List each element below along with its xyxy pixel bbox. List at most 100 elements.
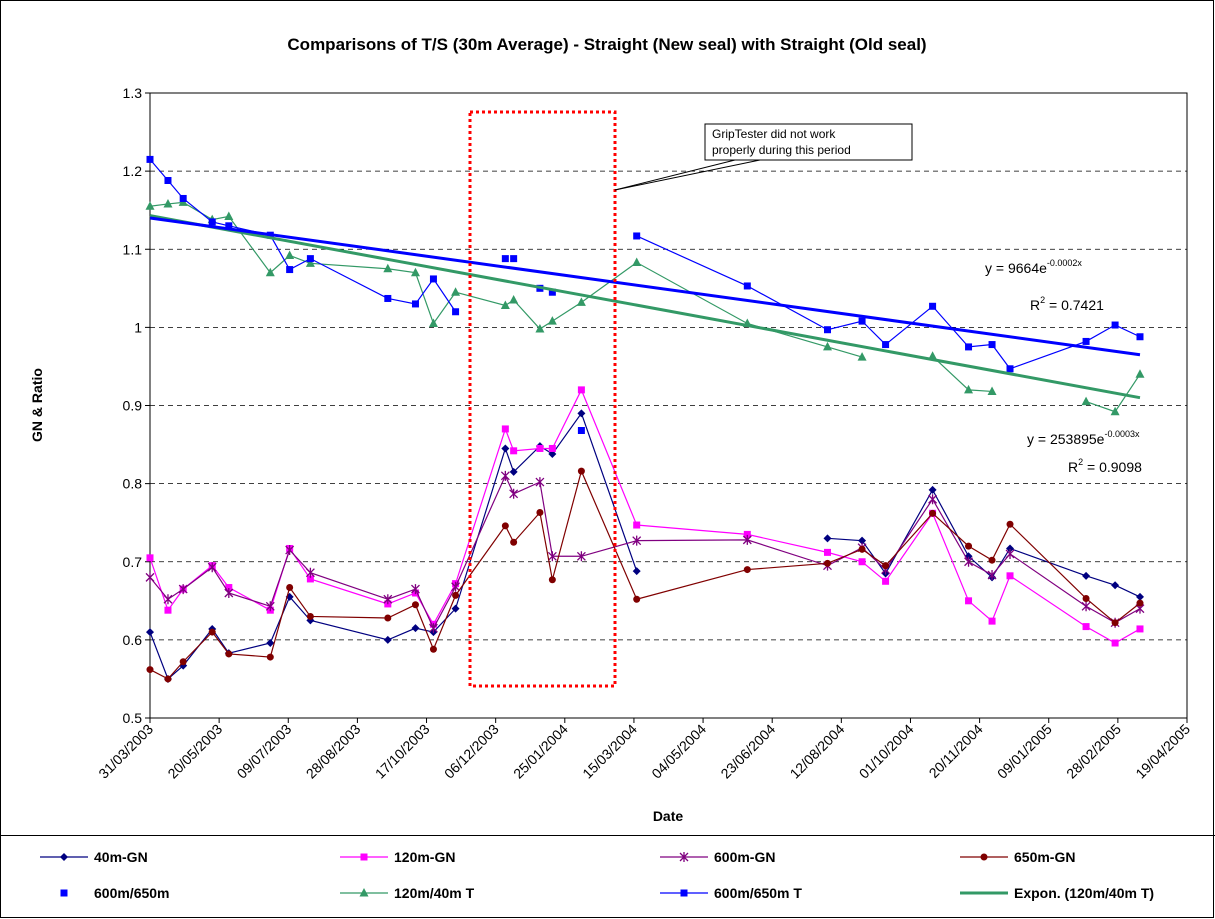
marker — [509, 295, 519, 304]
y-tick-label: 0.9 — [123, 398, 143, 414]
marker — [548, 576, 556, 584]
marker — [965, 542, 973, 550]
marker — [1136, 599, 1144, 607]
marker — [265, 267, 275, 277]
marker — [824, 326, 832, 334]
marker — [265, 601, 275, 612]
callout-pointer — [614, 159, 736, 191]
legend-item: 120m/40m T — [340, 885, 475, 901]
marker — [509, 488, 519, 499]
marker — [679, 852, 689, 862]
marker — [1006, 572, 1014, 580]
legend-label: 650m-GN — [1014, 849, 1075, 865]
marker — [1111, 581, 1120, 590]
marker — [224, 211, 234, 220]
marker — [500, 300, 510, 309]
r2-text: R — [1068, 459, 1078, 475]
marker — [965, 597, 973, 605]
legend-item: 120m-GN — [340, 849, 455, 865]
marker — [179, 658, 187, 666]
r2-value: = 0.7421 — [1045, 297, 1104, 313]
marker — [510, 538, 518, 546]
marker — [384, 614, 392, 622]
marker — [858, 558, 866, 566]
marker — [383, 594, 393, 605]
legend-label: 600m/650m — [94, 885, 170, 901]
trend-r2: R2 = 0.9098 — [1068, 457, 1142, 475]
marker — [576, 297, 586, 306]
marker — [410, 267, 420, 277]
marker — [501, 425, 509, 433]
marker — [1082, 337, 1090, 345]
y-tick-label: 0.7 — [123, 554, 143, 570]
marker — [163, 198, 173, 208]
callout-pointer — [614, 159, 761, 191]
marker — [823, 341, 833, 351]
marker — [266, 639, 275, 647]
marker — [164, 606, 172, 614]
marker — [225, 222, 233, 230]
marker — [858, 545, 866, 553]
legend-label: 40m-GN — [94, 849, 148, 865]
trend-r2: R2 = 0.7421 — [1030, 295, 1104, 313]
legend-item: 650m-GN — [960, 849, 1075, 865]
marker — [225, 584, 233, 592]
marker — [305, 258, 315, 267]
marker — [577, 467, 585, 475]
marker — [633, 232, 641, 240]
marker — [383, 263, 393, 273]
marker — [680, 889, 688, 897]
r2-text: R — [1030, 297, 1040, 313]
marker — [384, 294, 392, 302]
marker — [1111, 639, 1119, 647]
marker — [359, 888, 369, 897]
marker — [548, 288, 556, 296]
legend-label: 600m/650m T — [714, 885, 802, 901]
legend-item: 600m-GN — [660, 849, 775, 865]
marker — [1082, 623, 1090, 631]
marker — [285, 545, 295, 556]
marker — [501, 255, 509, 263]
marker — [510, 447, 518, 455]
marker — [428, 623, 438, 634]
marker — [632, 567, 641, 576]
marker — [360, 853, 368, 861]
marker — [146, 628, 154, 637]
marker — [208, 628, 216, 636]
series-line — [636, 235, 1141, 370]
marker — [452, 591, 460, 599]
marker — [980, 853, 988, 861]
marker — [535, 323, 545, 333]
marker — [146, 554, 154, 562]
marker — [500, 470, 510, 481]
marker — [858, 317, 866, 325]
marker — [510, 255, 518, 263]
marker — [988, 617, 996, 625]
marker — [1081, 396, 1091, 406]
y-axis-label: GN & Ratio — [29, 368, 45, 442]
marker — [1135, 592, 1144, 601]
marker — [964, 384, 974, 394]
marker — [164, 177, 172, 184]
marker — [164, 675, 172, 683]
marker — [179, 194, 187, 202]
legend-label: 120m-GN — [394, 849, 455, 865]
marker — [536, 444, 544, 452]
marker — [429, 645, 437, 653]
marker — [451, 604, 460, 613]
marker — [1005, 548, 1015, 559]
marker — [145, 572, 155, 583]
equation-exponent: -0.0003x — [1104, 429, 1140, 439]
marker — [1082, 594, 1090, 602]
marker — [451, 287, 461, 296]
marker — [857, 352, 867, 361]
marker — [411, 624, 420, 633]
marker — [285, 250, 295, 259]
trend-equation: y = 253895e-0.0003x — [1027, 429, 1140, 447]
marker — [547, 551, 557, 562]
equation-text: y = 9664e — [985, 260, 1047, 276]
legend-item: 40m-GN — [40, 849, 148, 865]
marker — [632, 257, 642, 267]
r2-sup: 2 — [1040, 295, 1045, 305]
callout-text: GripTester did not work — [712, 127, 836, 141]
